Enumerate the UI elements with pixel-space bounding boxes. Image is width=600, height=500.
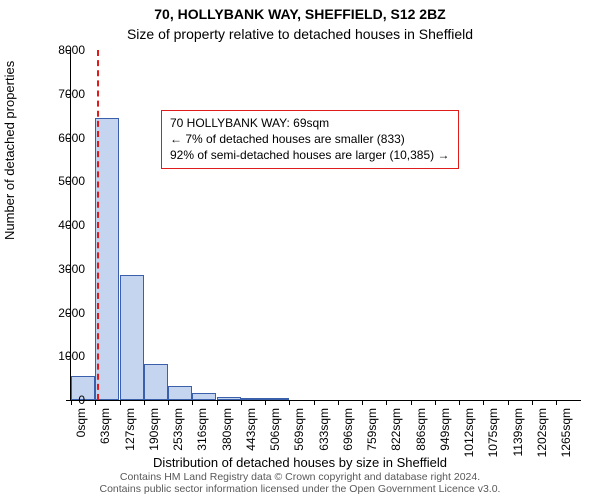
- x-tick: [95, 400, 96, 405]
- x-tick: [289, 400, 290, 405]
- x-tick: [532, 400, 533, 405]
- y-tick-label: 5000: [58, 174, 85, 188]
- plot-area: 70 HOLLYBANK WAY: 69sqm ← 7% of detached…: [70, 50, 581, 401]
- x-tick-label: 1075sqm: [486, 408, 500, 457]
- x-axis-label: Distribution of detached houses by size …: [0, 455, 600, 470]
- x-tick: [483, 400, 484, 405]
- x-tick: [411, 400, 412, 405]
- y-tick-label: 2000: [58, 306, 85, 320]
- histogram-bar: [120, 275, 144, 400]
- y-tick-label: 8000: [58, 43, 85, 57]
- x-tick: [144, 400, 145, 405]
- x-tick-label: 127sqm: [123, 408, 137, 451]
- x-tick-label: 63sqm: [98, 408, 112, 444]
- x-tick-label: 569sqm: [292, 408, 306, 451]
- x-tick: [508, 400, 509, 405]
- y-tick-label: 4000: [58, 218, 85, 232]
- histogram-bar: [144, 364, 168, 400]
- y-tick-label: 3000: [58, 262, 85, 276]
- x-tick-label: 1139sqm: [511, 408, 525, 456]
- x-tick-label: 822sqm: [389, 408, 403, 451]
- histogram-bar: [192, 393, 216, 400]
- y-tick-label: 0: [78, 393, 85, 407]
- x-tick: [71, 400, 72, 405]
- x-tick-label: 949sqm: [438, 408, 452, 451]
- chart-title-line1: 70, HOLLYBANK WAY, SHEFFIELD, S12 2BZ: [0, 6, 600, 22]
- attribution-line1: Contains HM Land Registry data © Crown c…: [0, 471, 600, 484]
- histogram-bar: [217, 397, 241, 401]
- x-tick-label: 1265sqm: [559, 408, 573, 457]
- x-tick: [217, 400, 218, 405]
- x-tick-label: 316sqm: [195, 408, 209, 451]
- x-tick-label: 633sqm: [317, 408, 331, 451]
- x-tick: [241, 400, 242, 405]
- x-tick: [192, 400, 193, 405]
- x-tick-label: 696sqm: [341, 408, 355, 451]
- info-box-line1: 70 HOLLYBANK WAY: 69sqm: [170, 115, 450, 131]
- attribution: Contains HM Land Registry data © Crown c…: [0, 471, 600, 496]
- x-tick: [386, 400, 387, 405]
- x-tick-label: 506sqm: [268, 408, 282, 451]
- x-tick: [556, 400, 557, 405]
- histogram-bar: [168, 386, 192, 400]
- x-tick-label: 1012sqm: [462, 408, 476, 457]
- x-tick: [120, 400, 121, 405]
- x-tick: [435, 400, 436, 405]
- x-tick-label: 1202sqm: [535, 408, 549, 457]
- chart-title-line2: Size of property relative to detached ho…: [0, 26, 600, 42]
- y-tick-label: 1000: [58, 349, 85, 363]
- x-tick: [338, 400, 339, 405]
- x-tick-label: 886sqm: [414, 408, 428, 451]
- x-tick-label: 0sqm: [74, 408, 88, 437]
- x-tick: [265, 400, 266, 405]
- x-tick-label: 190sqm: [147, 408, 161, 451]
- attribution-line2: Contains public sector information licen…: [0, 483, 600, 496]
- y-tick-label: 6000: [58, 131, 85, 145]
- info-box-line2: ← 7% of detached houses are smaller (833…: [170, 131, 450, 147]
- marker-line: [97, 50, 99, 400]
- x-tick: [459, 400, 460, 405]
- histogram-bar: [241, 398, 265, 400]
- histogram-bar: [265, 398, 289, 400]
- info-box-line3: 92% of semi-detached houses are larger (…: [170, 147, 450, 163]
- x-tick-label: 253sqm: [171, 408, 185, 451]
- info-box: 70 HOLLYBANK WAY: 69sqm ← 7% of detached…: [161, 110, 459, 169]
- x-tick-label: 759sqm: [365, 408, 379, 451]
- x-tick-label: 380sqm: [220, 408, 234, 451]
- y-tick-label: 7000: [58, 87, 85, 101]
- x-tick: [314, 400, 315, 405]
- chart-container: 70, HOLLYBANK WAY, SHEFFIELD, S12 2BZ Si…: [0, 0, 600, 500]
- x-tick: [362, 400, 363, 405]
- x-tick-label: 443sqm: [244, 408, 258, 451]
- y-axis-label: Number of detached properties: [2, 61, 17, 240]
- x-tick: [168, 400, 169, 405]
